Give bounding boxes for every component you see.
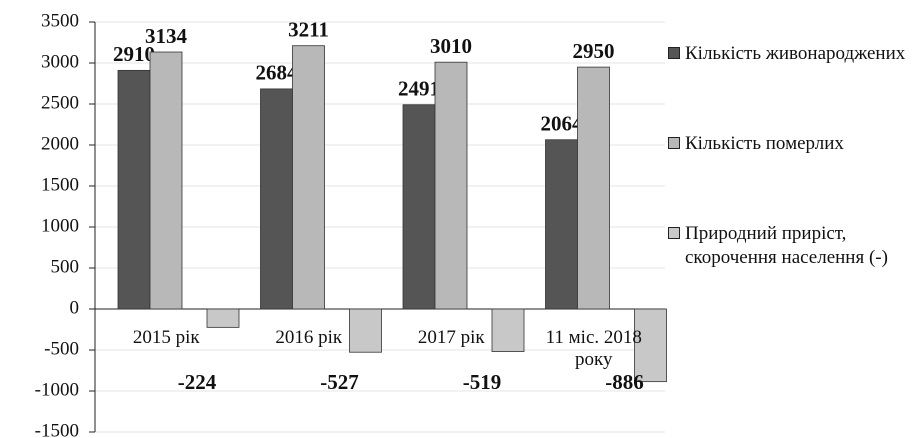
bar bbox=[349, 308, 382, 353]
data-label: -224 bbox=[178, 370, 217, 394]
x-tick-label: 2017 рік bbox=[417, 327, 485, 348]
bar bbox=[634, 308, 667, 383]
bar bbox=[545, 139, 578, 310]
data-label: 2491 bbox=[398, 77, 440, 101]
y-tick-label: 1000 bbox=[41, 215, 79, 236]
y-tick-label: 3500 bbox=[41, 10, 79, 31]
bar bbox=[292, 45, 325, 310]
x-tick-label: 2016 рік bbox=[275, 327, 343, 348]
bar bbox=[434, 61, 468, 310]
bar bbox=[149, 51, 183, 310]
data-label: 2064 bbox=[541, 112, 584, 136]
data-label: 2684 bbox=[256, 61, 299, 85]
x-tick-label: 11 міс. 2018 року bbox=[545, 327, 642, 370]
bar bbox=[577, 66, 610, 310]
data-label: -519 bbox=[463, 370, 502, 394]
y-tick-label: 0 bbox=[70, 297, 80, 318]
bar bbox=[260, 88, 293, 310]
data-label: 2910 bbox=[113, 42, 155, 66]
legend-swatch bbox=[668, 227, 680, 239]
bar bbox=[491, 308, 525, 352]
bar bbox=[206, 308, 240, 328]
data-label: 3134 bbox=[145, 24, 188, 48]
bar bbox=[117, 69, 151, 310]
legend-swatch bbox=[668, 47, 680, 59]
y-tick-label: 1500 bbox=[41, 174, 79, 195]
legend-item: Природний приріст, скорочення населення … bbox=[668, 222, 923, 270]
y-tick-label: 2500 bbox=[41, 92, 79, 113]
data-label: 3211 bbox=[288, 18, 329, 42]
y-tick-label: -1500 bbox=[35, 420, 79, 438]
x-tick-label: 2015 рік bbox=[132, 327, 200, 348]
legend-label: Кількість живонароджених bbox=[685, 43, 906, 64]
legend-label: Природний приріст, скорочення населення … bbox=[685, 223, 888, 268]
data-label: -527 bbox=[320, 370, 359, 394]
data-label: 3010 bbox=[430, 34, 472, 58]
data-label: 2950 bbox=[573, 39, 615, 63]
y-tick-label: 500 bbox=[51, 256, 80, 277]
y-tick-label: -1000 bbox=[35, 379, 79, 400]
legend-item: Кількість померлих bbox=[668, 132, 923, 156]
legend-swatch bbox=[668, 137, 680, 149]
legend-label: Кількість померлих bbox=[685, 133, 844, 154]
y-tick-label: -500 bbox=[44, 338, 79, 359]
data-label: -886 bbox=[605, 370, 644, 394]
legend-item: Кількість живонароджених bbox=[668, 42, 923, 66]
bar bbox=[402, 104, 436, 310]
y-tick-label: 2000 bbox=[41, 133, 79, 154]
y-tick-label: 3000 bbox=[41, 51, 79, 72]
